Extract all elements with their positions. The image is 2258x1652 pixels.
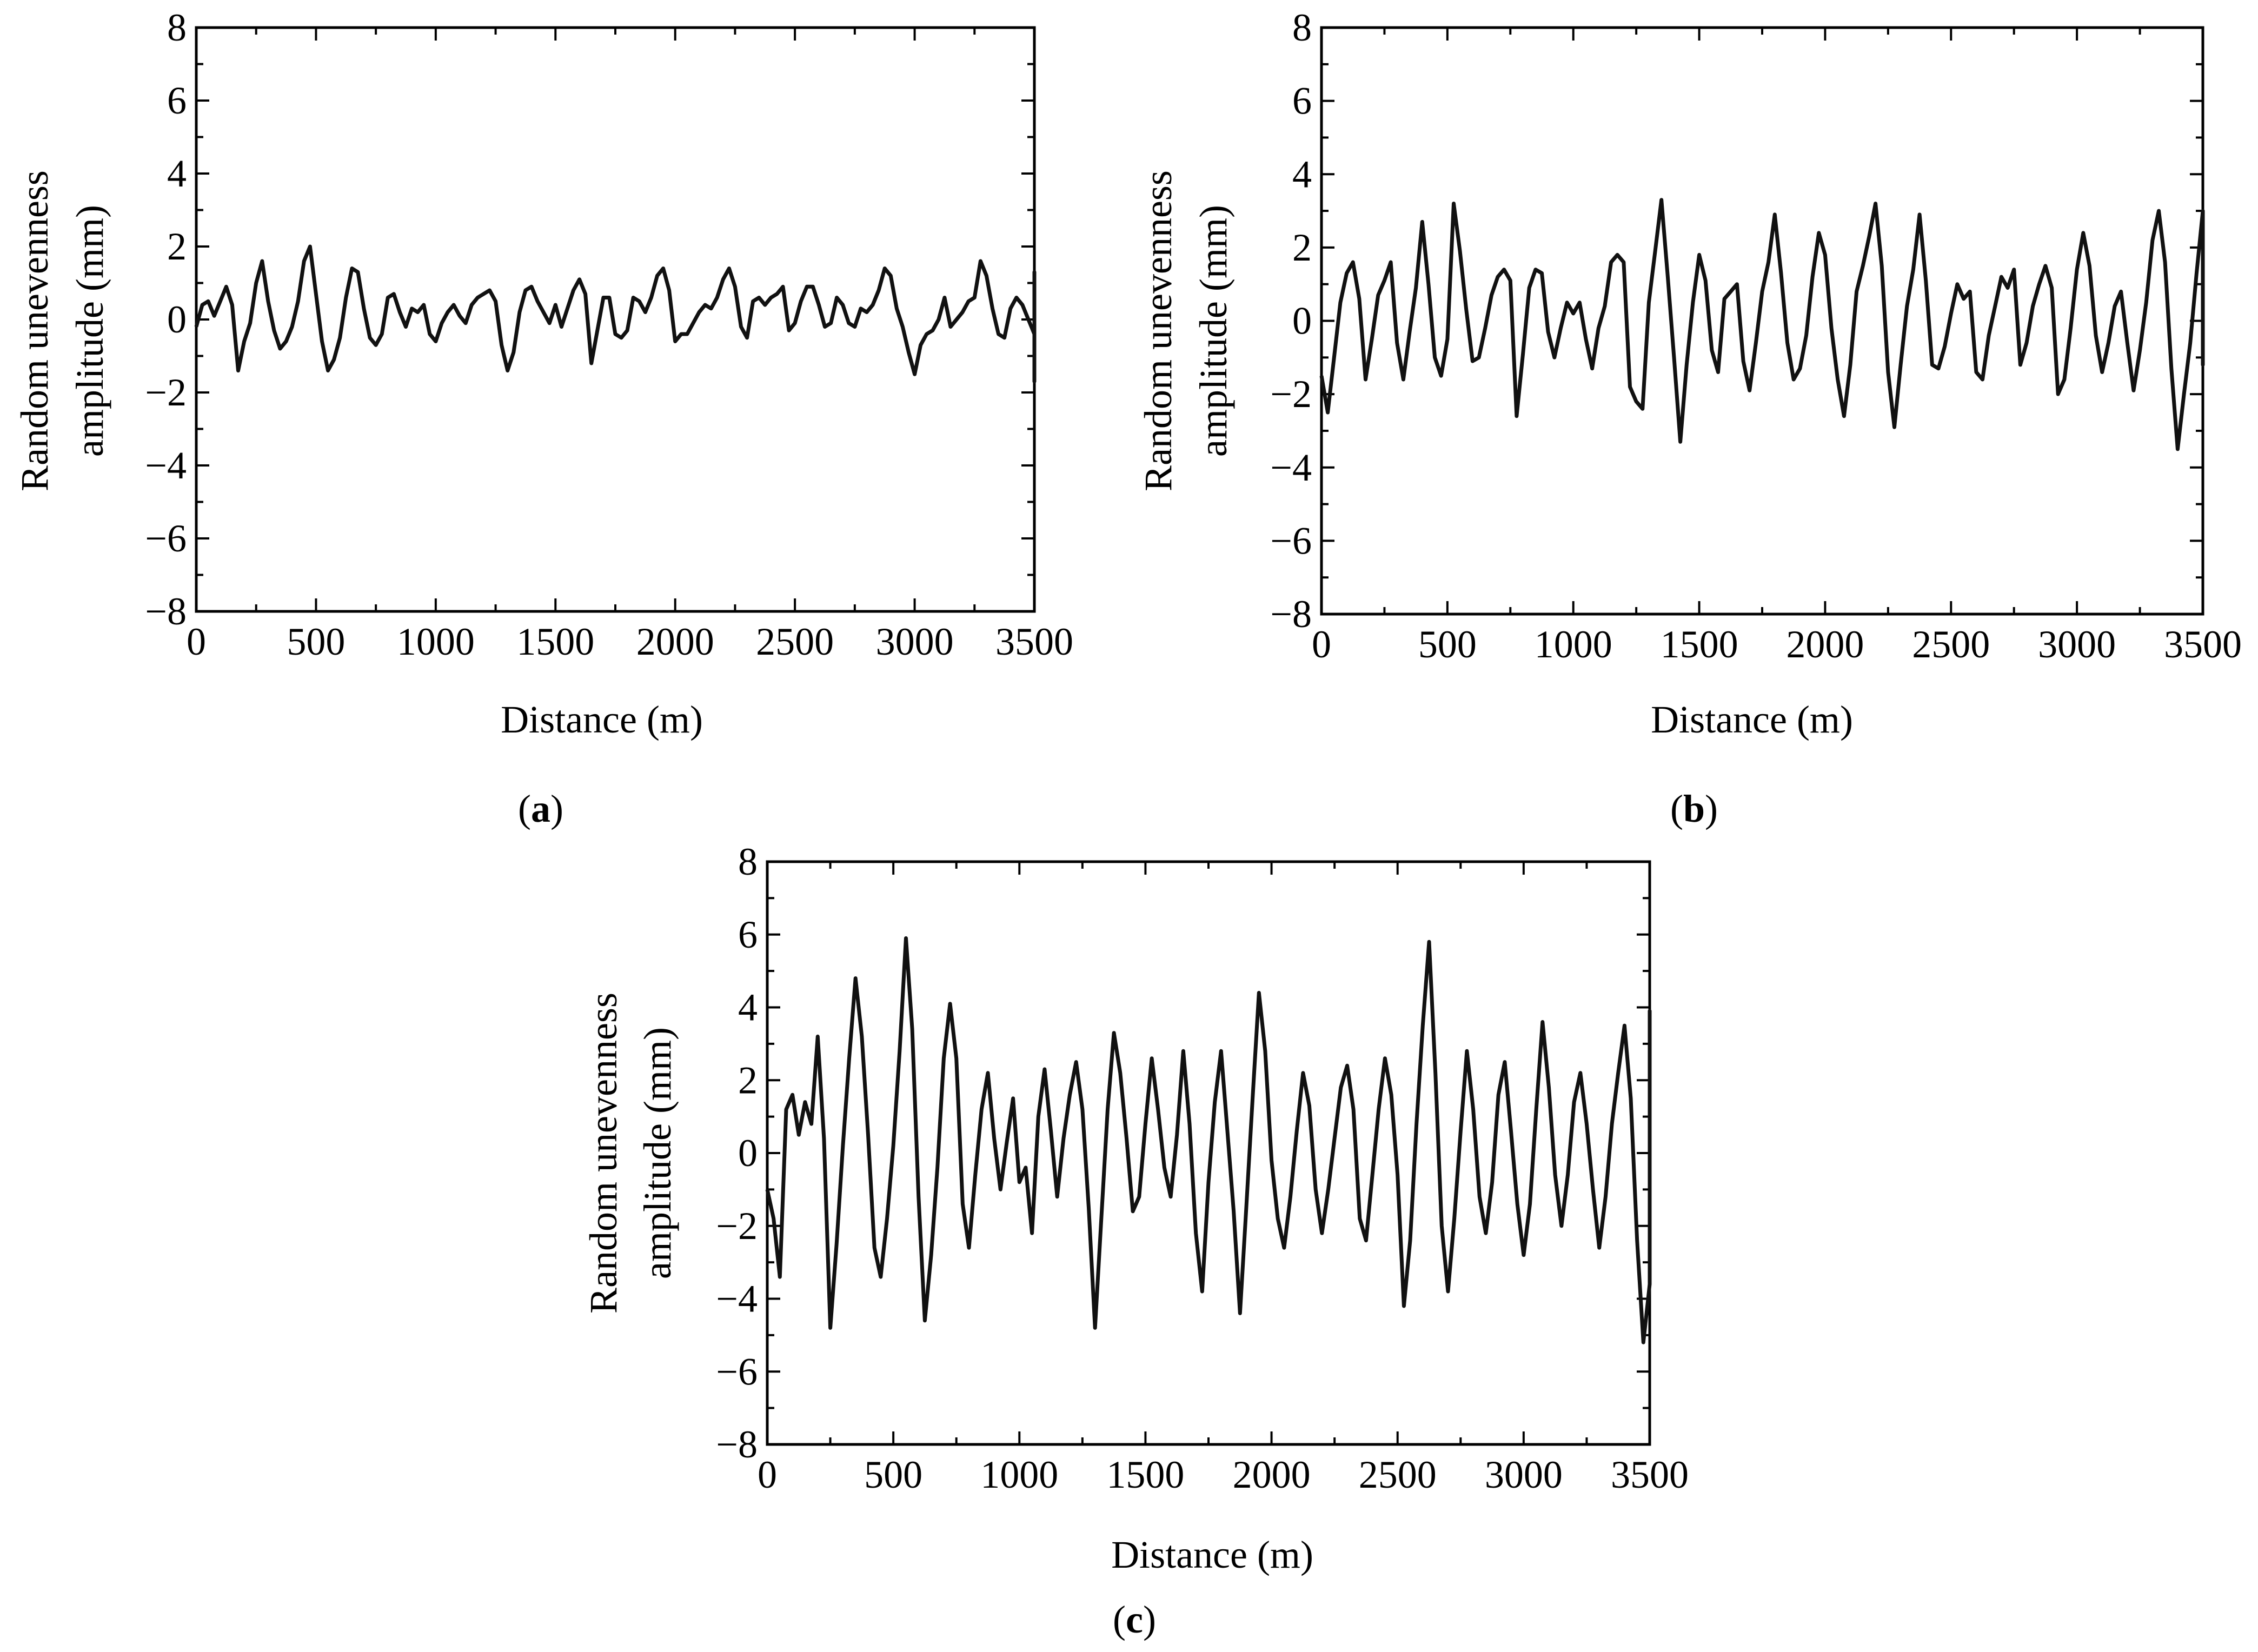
y-axis-title-line1: Random unevenness bbox=[582, 992, 625, 1314]
y-tick-label: 6 bbox=[738, 913, 758, 956]
x-tick-label: 500 bbox=[287, 620, 345, 663]
panel-b: 0 500 1000 1500 2000 2500 3000 3500 −8 −6 −4 −2 0 2 4… bbox=[1137, 6, 2242, 830]
x-tick-label: 3500 bbox=[1611, 1453, 1689, 1496]
y-tick-label: −4 bbox=[716, 1277, 758, 1321]
y-tick-label: −4 bbox=[145, 444, 187, 487]
x-axis-title: Distance (m) bbox=[501, 698, 703, 741]
x-tick-label: 0 bbox=[758, 1453, 777, 1496]
caption-open: ( bbox=[1113, 1598, 1126, 1641]
caption-open: ( bbox=[1670, 787, 1683, 830]
x-tick-label: 2500 bbox=[1912, 623, 1990, 666]
y-tick-label: −2 bbox=[145, 371, 187, 414]
x-axis-ticks: 0 500 1000 1500 2000 2500 3000 3500 bbox=[187, 28, 1073, 663]
caption-letter: c bbox=[1126, 1598, 1143, 1641]
series-layer bbox=[1319, 198, 2205, 451]
series-layer bbox=[765, 936, 1652, 1344]
x-tick-label: 1000 bbox=[397, 620, 475, 663]
caption-close: ) bbox=[1705, 787, 1718, 830]
y-axis-ticks: −8 −6 −4 −2 0 2 4 6 8 bbox=[1270, 6, 2203, 636]
x-tick-label: 1000 bbox=[980, 1453, 1058, 1496]
panel-c: 0 500 1000 1500 2000 2500 3000 3500 −8 −6 −4 −2 0 2 4… bbox=[582, 840, 1689, 1641]
x-tick-label: 2500 bbox=[756, 620, 834, 663]
y-tick-label: −8 bbox=[716, 1423, 758, 1466]
y-tick-label: 0 bbox=[738, 1131, 758, 1175]
y-tick-label: 0 bbox=[1292, 299, 1312, 343]
panel-caption-b: (b) bbox=[1670, 787, 1718, 830]
panel-caption-c: (c) bbox=[1113, 1598, 1156, 1641]
y-tick-label: 4 bbox=[167, 152, 187, 195]
x-axis-ticks: 0 500 1000 1500 2000 2500 3000 3500 bbox=[1312, 28, 2242, 666]
y-tick-label: −2 bbox=[716, 1204, 758, 1248]
x-axis-title: Distance (m) bbox=[1651, 698, 1853, 741]
caption-close: ) bbox=[550, 787, 563, 830]
y-tick-label: −8 bbox=[1270, 592, 1312, 636]
x-axis-ticks: 0 500 1000 1500 2000 2500 3000 3500 bbox=[758, 862, 1689, 1496]
x-tick-label: 1500 bbox=[1106, 1453, 1184, 1496]
panel-caption-a: (a) bbox=[518, 787, 563, 830]
y-tick-label: 6 bbox=[1292, 79, 1312, 123]
x-tick-label: 500 bbox=[864, 1453, 922, 1496]
x-tick-label: 1500 bbox=[1661, 623, 1738, 666]
x-tick-label: 2500 bbox=[1359, 1453, 1437, 1496]
x-tick-label: 1500 bbox=[516, 620, 594, 663]
plot-frame bbox=[195, 26, 1036, 613]
y-axis-title-line1: Random unevenness bbox=[1137, 170, 1180, 491]
x-tick-label: 0 bbox=[1312, 623, 1331, 666]
panel-a: 0 500 1000 1500 2000 2500 3000 3500 −8 −6 −4 −2 0 2 4… bbox=[13, 6, 1073, 830]
x-tick-label: 0 bbox=[187, 620, 206, 663]
x-tick-label: 1000 bbox=[1535, 623, 1612, 666]
plot-frame bbox=[766, 860, 1651, 1446]
caption-letter: a bbox=[531, 787, 550, 830]
y-tick-label: 6 bbox=[167, 79, 187, 122]
y-tick-label: 8 bbox=[167, 6, 187, 49]
y-axis-ticks: −8 −6 −4 −2 0 2 4 6 8 bbox=[145, 6, 1034, 633]
y-tick-label: 8 bbox=[1292, 6, 1312, 49]
y-tick-label: 8 bbox=[738, 840, 758, 883]
series-layer bbox=[194, 244, 1037, 384]
y-axis-title-line1: Random unevenness bbox=[13, 170, 56, 491]
x-tick-label: 500 bbox=[1418, 623, 1477, 666]
y-axis-title-line2: amplitude (mm) bbox=[636, 1027, 679, 1279]
y-axis-ticks: −8 −6 −4 −2 0 2 4 6 8 bbox=[716, 840, 1650, 1466]
x-tick-label: 3000 bbox=[2038, 623, 2116, 666]
y-tick-label: 4 bbox=[1292, 152, 1312, 196]
y-axis-title-line2: amplitude (mm) bbox=[1192, 205, 1235, 457]
y-tick-label: −6 bbox=[716, 1350, 758, 1393]
x-tick-label: 3000 bbox=[1485, 1453, 1563, 1496]
series-line bbox=[765, 936, 1652, 1344]
x-tick-label: 2000 bbox=[636, 620, 714, 663]
series-line bbox=[1319, 198, 2205, 451]
x-axis-title: Distance (m) bbox=[1111, 1533, 1313, 1576]
y-tick-label: −6 bbox=[145, 517, 187, 560]
y-tick-label: −4 bbox=[1270, 446, 1312, 489]
y-tick-label: 0 bbox=[167, 298, 187, 341]
y-axis-title-line2: amplitude (mm) bbox=[68, 205, 111, 457]
caption-letter: b bbox=[1683, 787, 1705, 830]
series-line bbox=[194, 244, 1037, 384]
y-tick-label: −2 bbox=[1270, 372, 1312, 416]
y-tick-label: −8 bbox=[145, 590, 187, 633]
x-tick-label: 2000 bbox=[1233, 1453, 1311, 1496]
x-tick-label: 2000 bbox=[1786, 623, 1864, 666]
x-tick-label: 3500 bbox=[995, 620, 1073, 663]
x-tick-label: 3500 bbox=[2164, 623, 2242, 666]
y-tick-label: 2 bbox=[167, 225, 187, 268]
y-tick-label: 4 bbox=[738, 986, 758, 1029]
y-tick-label: 2 bbox=[1292, 226, 1312, 269]
x-tick-label: 3000 bbox=[876, 620, 954, 663]
y-tick-label: −6 bbox=[1270, 519, 1312, 562]
caption-close: ) bbox=[1143, 1598, 1156, 1641]
y-tick-label: 2 bbox=[738, 1058, 758, 1102]
caption-open: ( bbox=[518, 787, 531, 830]
